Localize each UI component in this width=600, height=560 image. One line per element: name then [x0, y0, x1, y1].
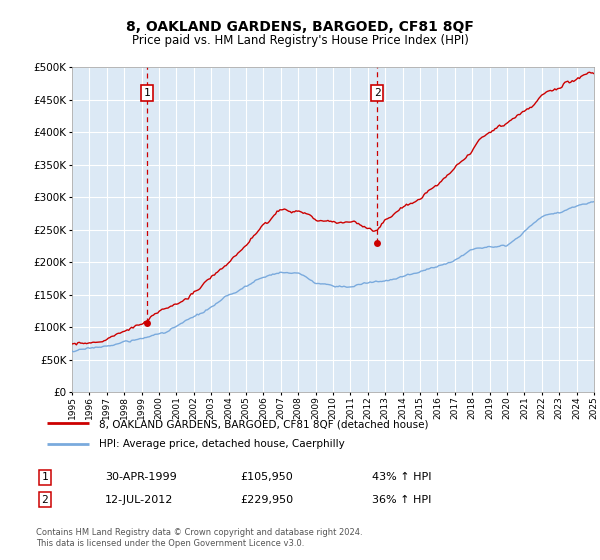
Text: 30-APR-1999: 30-APR-1999	[105, 472, 177, 482]
Text: 36% ↑ HPI: 36% ↑ HPI	[372, 494, 431, 505]
Text: 8, OAKLAND GARDENS, BARGOED, CF81 8QF: 8, OAKLAND GARDENS, BARGOED, CF81 8QF	[126, 20, 474, 34]
Text: 2: 2	[41, 494, 49, 505]
Text: £229,950: £229,950	[240, 494, 293, 505]
Text: 43% ↑ HPI: 43% ↑ HPI	[372, 472, 431, 482]
Text: 1: 1	[41, 472, 49, 482]
Text: 1: 1	[144, 88, 151, 98]
Text: Contains HM Land Registry data © Crown copyright and database right 2024.
This d: Contains HM Land Registry data © Crown c…	[36, 528, 362, 548]
Text: 12-JUL-2012: 12-JUL-2012	[105, 494, 173, 505]
Text: HPI: Average price, detached house, Caerphilly: HPI: Average price, detached house, Caer…	[100, 440, 345, 450]
Text: £105,950: £105,950	[240, 472, 293, 482]
Text: 8, OAKLAND GARDENS, BARGOED, CF81 8QF (detached house): 8, OAKLAND GARDENS, BARGOED, CF81 8QF (d…	[100, 419, 429, 430]
Text: 2: 2	[374, 88, 380, 98]
Text: Price paid vs. HM Land Registry's House Price Index (HPI): Price paid vs. HM Land Registry's House …	[131, 34, 469, 46]
